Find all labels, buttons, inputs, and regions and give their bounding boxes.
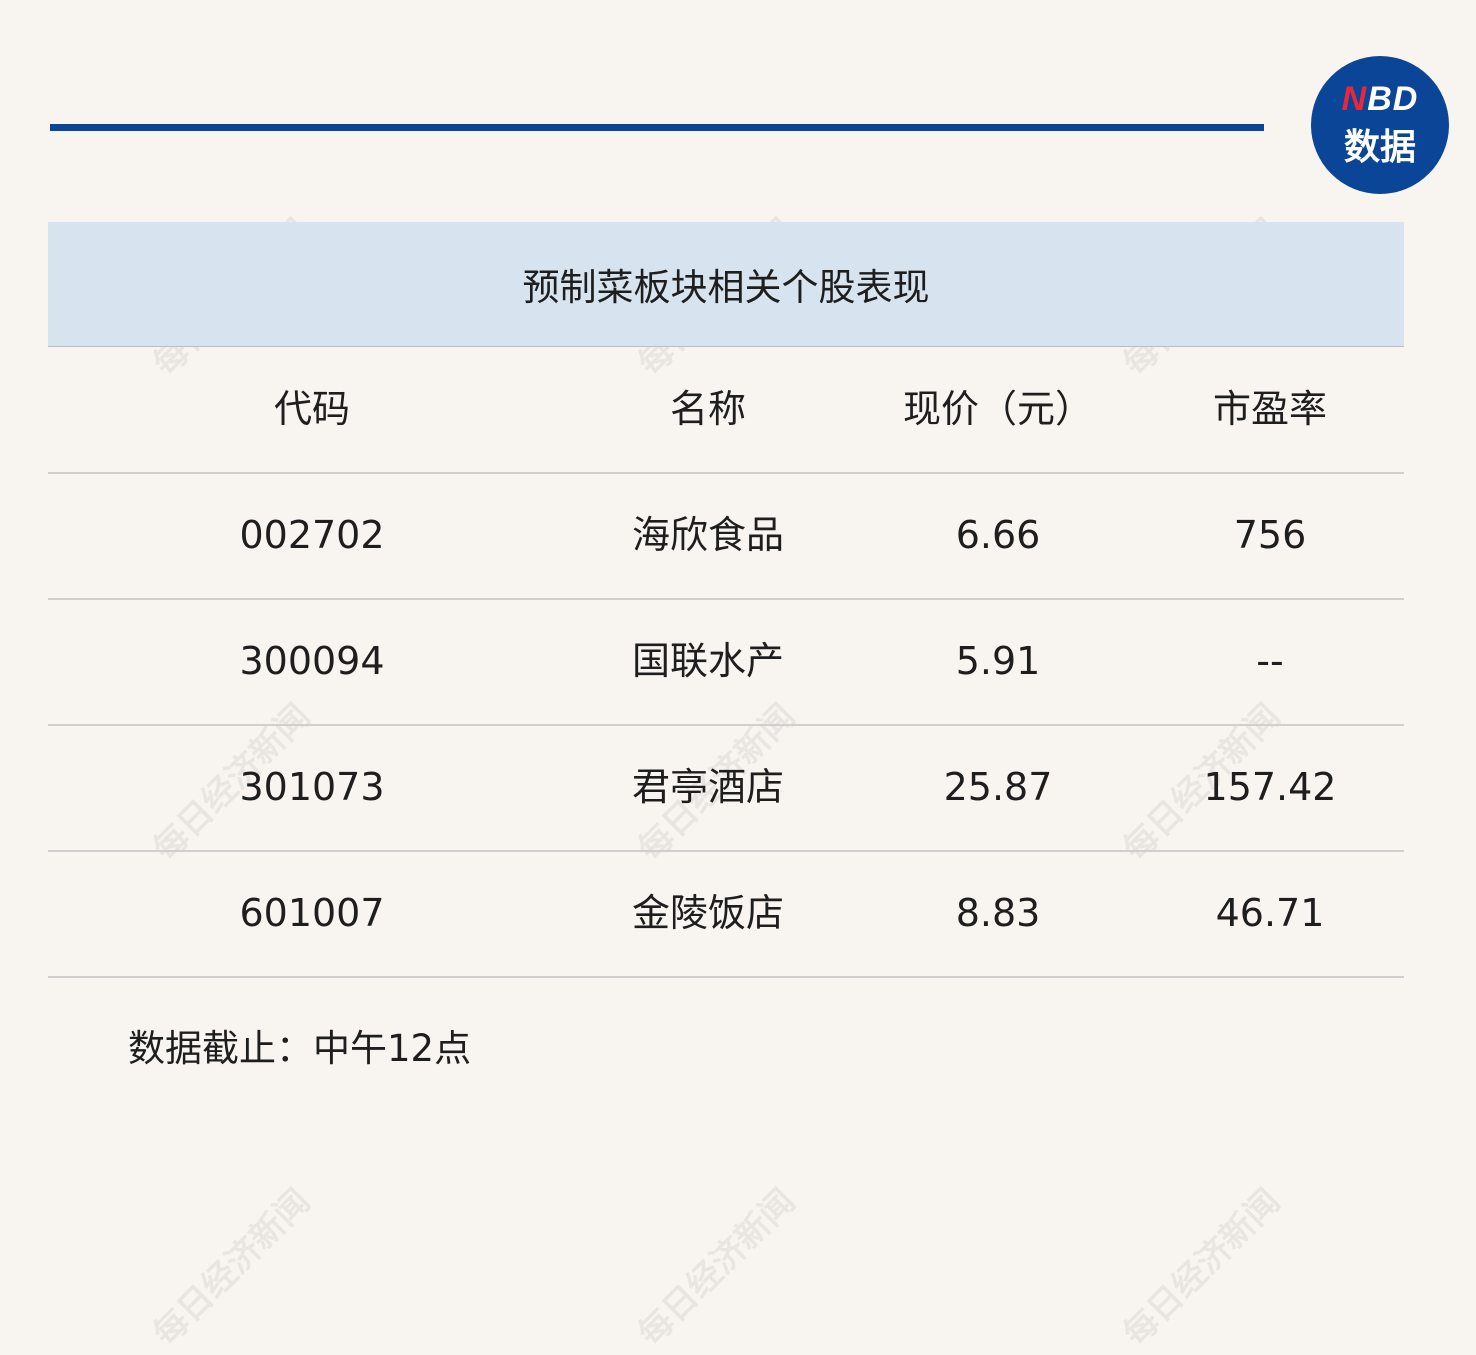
column-header-price: 现价（元） [902,387,1094,431]
column-header-name: 名称 [669,387,747,431]
cell-code: 601007 [239,891,385,935]
cell-price: 8.83 [955,891,1041,935]
cell-name: 金陵饭店 [631,891,785,935]
footnote: 数据截止：中午12点 [128,1027,472,1070]
cell-name: 海欣食品 [631,513,785,557]
cell-price: 6.66 [955,513,1041,557]
cell-name: 君亭酒店 [631,765,785,809]
logo-bd: BD [1367,80,1419,118]
column-header-code: 代码 [273,387,351,431]
cell-pe: 157.42 [1203,765,1337,809]
table-row: 601007 金陵饭店 8.83 46.71 [48,851,1404,978]
cell-code: 301073 [239,765,385,809]
cell-code: 300094 [239,639,385,683]
logo-n: N [1341,80,1368,118]
cell-name: 国联水产 [631,639,785,683]
cell-price: 5.91 [955,639,1041,683]
table-row: 002702 海欣食品 6.66 756 [48,473,1404,600]
table-header-row: 代码 名称 现价（元） 市盈率 [48,347,1404,474]
watermark: 每日经济新闻 [1115,1181,1289,1354]
cell-pe: 756 [1233,513,1307,557]
cell-code: 002702 [239,513,385,557]
table-row: 300094 国联水产 5.91 -- [48,599,1404,726]
table-title: 预制菜板块相关个股表现 [48,222,1404,347]
cell-price: 25.87 [943,765,1053,809]
cell-pe: -- [1256,639,1284,683]
table-title-text: 预制菜板块相关个股表现 [522,266,930,309]
nbd-logo: NBD 数据 [1311,56,1449,194]
watermark: 每日经济新闻 [630,1181,804,1354]
logo-data-text: 数据 [1343,127,1416,168]
table-row: 301073 君亭酒店 25.87 157.42 [48,725,1404,852]
watermark: 每日经济新闻 [145,1181,319,1354]
column-header-pe: 市盈率 [1212,387,1328,431]
cell-pe: 46.71 [1215,891,1325,935]
accent-divider [50,124,1264,131]
